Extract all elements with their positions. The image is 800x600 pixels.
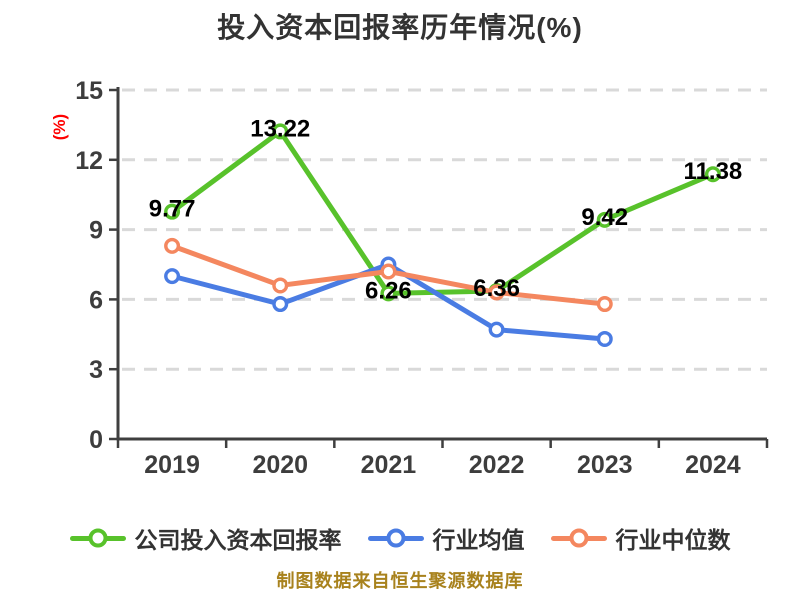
y-tick-label: 6 [89,286,103,314]
legend-dot-icon [386,528,405,548]
legend-dot-icon [569,528,588,548]
y-tick-label: 12 [75,147,103,175]
x-tick-label: 2023 [577,451,633,479]
data-point-company-roic [272,123,289,140]
legend-item-company-roic[interactable]: 公司投入资本回报率 [69,521,342,555]
legend-label: 公司投入资本回报率 [134,527,342,553]
chart-title: 投入资本回报率历年情况(%) [217,12,583,43]
data-point-industry-mean [164,268,181,285]
data-point-industry-mean [272,296,289,313]
data-point-industry-mean [488,321,505,338]
y-tick-label: 15 [75,77,103,105]
legend-dot-icon [88,528,107,548]
data-label-company-roic: 9.77 [149,196,196,223]
data-point-company-roic [704,166,721,183]
data-point-company-roic [380,285,397,302]
data-point-industry-median [164,237,181,254]
x-tick-label: 2019 [144,451,200,479]
x-tick-label: 2022 [469,451,525,479]
data-point-industry-median [380,263,397,280]
y-tick-label: 3 [89,356,103,384]
data-point-industry-median [488,284,505,301]
legend-label: 行业均值 [432,527,525,553]
data-point-industry-median [596,296,613,313]
data-label-company-roic: 13.22 [250,115,310,142]
data-label-company-roic: 6.26 [365,277,412,304]
data-label-company-roic: 6.36 [473,275,520,302]
x-tick-label: 2021 [361,451,417,479]
legend-marker-industry-median [550,527,607,549]
data-label-company-roic: 9.42 [581,204,628,231]
x-tick-label: 2024 [685,451,741,479]
legend-marker-industry-mean [367,527,424,549]
data-point-company-roic [164,203,181,220]
data-point-industry-median [272,277,289,294]
y-tick-label: 9 [89,217,103,245]
legend-label: 行业中位数 [615,527,731,553]
data-label-company-roic: 11.38 [684,158,743,185]
data-point-company-roic [596,211,613,228]
x-tick-label: 2020 [252,451,308,479]
legend-marker-company-roic [69,527,126,549]
legend: 公司投入资本回报率 行业均值 行业中位数 [0,521,800,555]
data-point-industry-mean [596,330,613,347]
legend-item-industry-mean[interactable]: 行业均值 [367,521,525,555]
y-tick-label: 0 [89,426,103,454]
series-line-company-roic [169,128,716,296]
source-note: 制图数据来自恒生聚源数据库 [276,571,524,591]
legend-item-industry-median[interactable]: 行业中位数 [550,521,731,555]
